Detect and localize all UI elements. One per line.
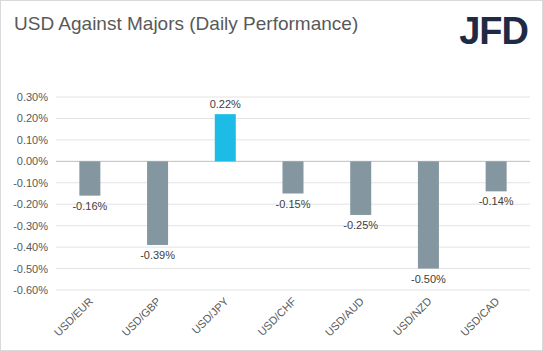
x-tick-label: USD/NZD bbox=[391, 295, 434, 338]
grid-line bbox=[56, 268, 530, 269]
x-tick-label: USD/GBP bbox=[119, 295, 162, 338]
x-tick-label: USD/EUR bbox=[52, 295, 96, 339]
bar bbox=[283, 161, 304, 193]
data-label: -0.39% bbox=[140, 249, 175, 261]
y-tick-label: -0.30% bbox=[13, 220, 48, 232]
x-tick-label: USD/CHF bbox=[255, 295, 298, 338]
y-tick-label: 0.30% bbox=[17, 91, 48, 103]
x-tick-label: USD/JPY bbox=[189, 294, 231, 336]
data-label: -0.50% bbox=[411, 273, 446, 285]
y-tick-label: -0.40% bbox=[13, 241, 48, 253]
y-tick-label: 0.10% bbox=[17, 134, 48, 146]
grid-line bbox=[56, 118, 530, 119]
y-tick-label: 0.20% bbox=[17, 112, 48, 124]
bar bbox=[215, 114, 236, 161]
y-tick-label: -0.20% bbox=[13, 198, 48, 210]
y-tick-label: -0.60% bbox=[13, 284, 48, 296]
x-tick-label: USD/CAD bbox=[458, 295, 502, 339]
bar bbox=[418, 161, 439, 268]
x-tick-label: USD/AUD bbox=[323, 295, 367, 339]
title: USD Against Majors (Daily Performance) bbox=[14, 13, 358, 34]
y-tick-label: 0.00% bbox=[17, 155, 48, 167]
grid-line bbox=[56, 247, 530, 248]
grid-line bbox=[56, 139, 530, 140]
data-label: -0.25% bbox=[343, 219, 378, 231]
chart-border bbox=[1, 1, 543, 351]
grid-line bbox=[56, 290, 530, 291]
bar bbox=[350, 161, 371, 215]
y-tick-label: -0.50% bbox=[13, 263, 48, 275]
grid-line bbox=[56, 97, 530, 98]
data-label: -0.14% bbox=[479, 195, 514, 207]
grid bbox=[56, 97, 530, 290]
data-label: -0.15% bbox=[276, 198, 311, 210]
bars bbox=[79, 114, 506, 268]
logo: JFD bbox=[459, 10, 528, 52]
data-label: -0.16% bbox=[72, 200, 107, 212]
chart: USD Against Majors (Daily Performance) JF… bbox=[0, 0, 543, 351]
bar bbox=[486, 161, 507, 191]
data-label: 0.22% bbox=[210, 98, 241, 110]
y-tick-label: -0.10% bbox=[13, 177, 48, 189]
bar bbox=[79, 161, 100, 195]
bar bbox=[147, 161, 168, 245]
grid-line bbox=[56, 225, 530, 226]
